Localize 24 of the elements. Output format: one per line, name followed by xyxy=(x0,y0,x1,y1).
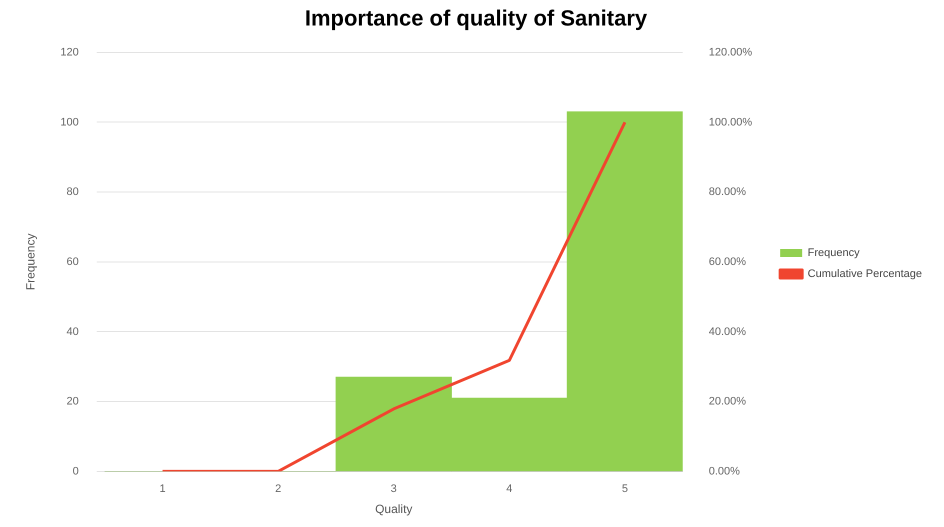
x-axis-title: Quality xyxy=(375,502,412,516)
y2-tick-label: 60.00% xyxy=(708,256,746,268)
y2-tick-label: 100.00% xyxy=(708,116,752,128)
y-tick-label: 0 xyxy=(72,465,79,478)
x-tick-label: 5 xyxy=(622,483,628,496)
x-tick-label: 1 xyxy=(159,483,166,496)
y2-tick-label: 0.00% xyxy=(708,465,740,478)
y-axis-title: Frequency xyxy=(24,234,38,290)
x-tick-label: 3 xyxy=(390,483,397,496)
y-tick-label: 20 xyxy=(66,396,79,408)
y-tick-label: 60 xyxy=(66,256,79,268)
legend-label: Frequency xyxy=(808,247,860,260)
x-tick-label: 2 xyxy=(275,483,282,496)
y-tick-label: 120 xyxy=(60,46,79,58)
y2-tick-label: 80.00% xyxy=(708,186,746,198)
y-tick-label: 100 xyxy=(60,116,79,128)
chart-title: Importance of quality of Sanitary xyxy=(304,5,648,30)
y-tick-label: 40 xyxy=(66,326,79,338)
y2-tick-label: 120.00% xyxy=(708,46,752,58)
legend-label: Cumulative Percentage xyxy=(808,268,922,280)
y2-tick-label: 20.00% xyxy=(708,396,746,408)
y2-tick-label: 40.00% xyxy=(708,326,746,338)
x-tick-label: 4 xyxy=(506,483,512,496)
y-tick-label: 80 xyxy=(66,186,79,198)
